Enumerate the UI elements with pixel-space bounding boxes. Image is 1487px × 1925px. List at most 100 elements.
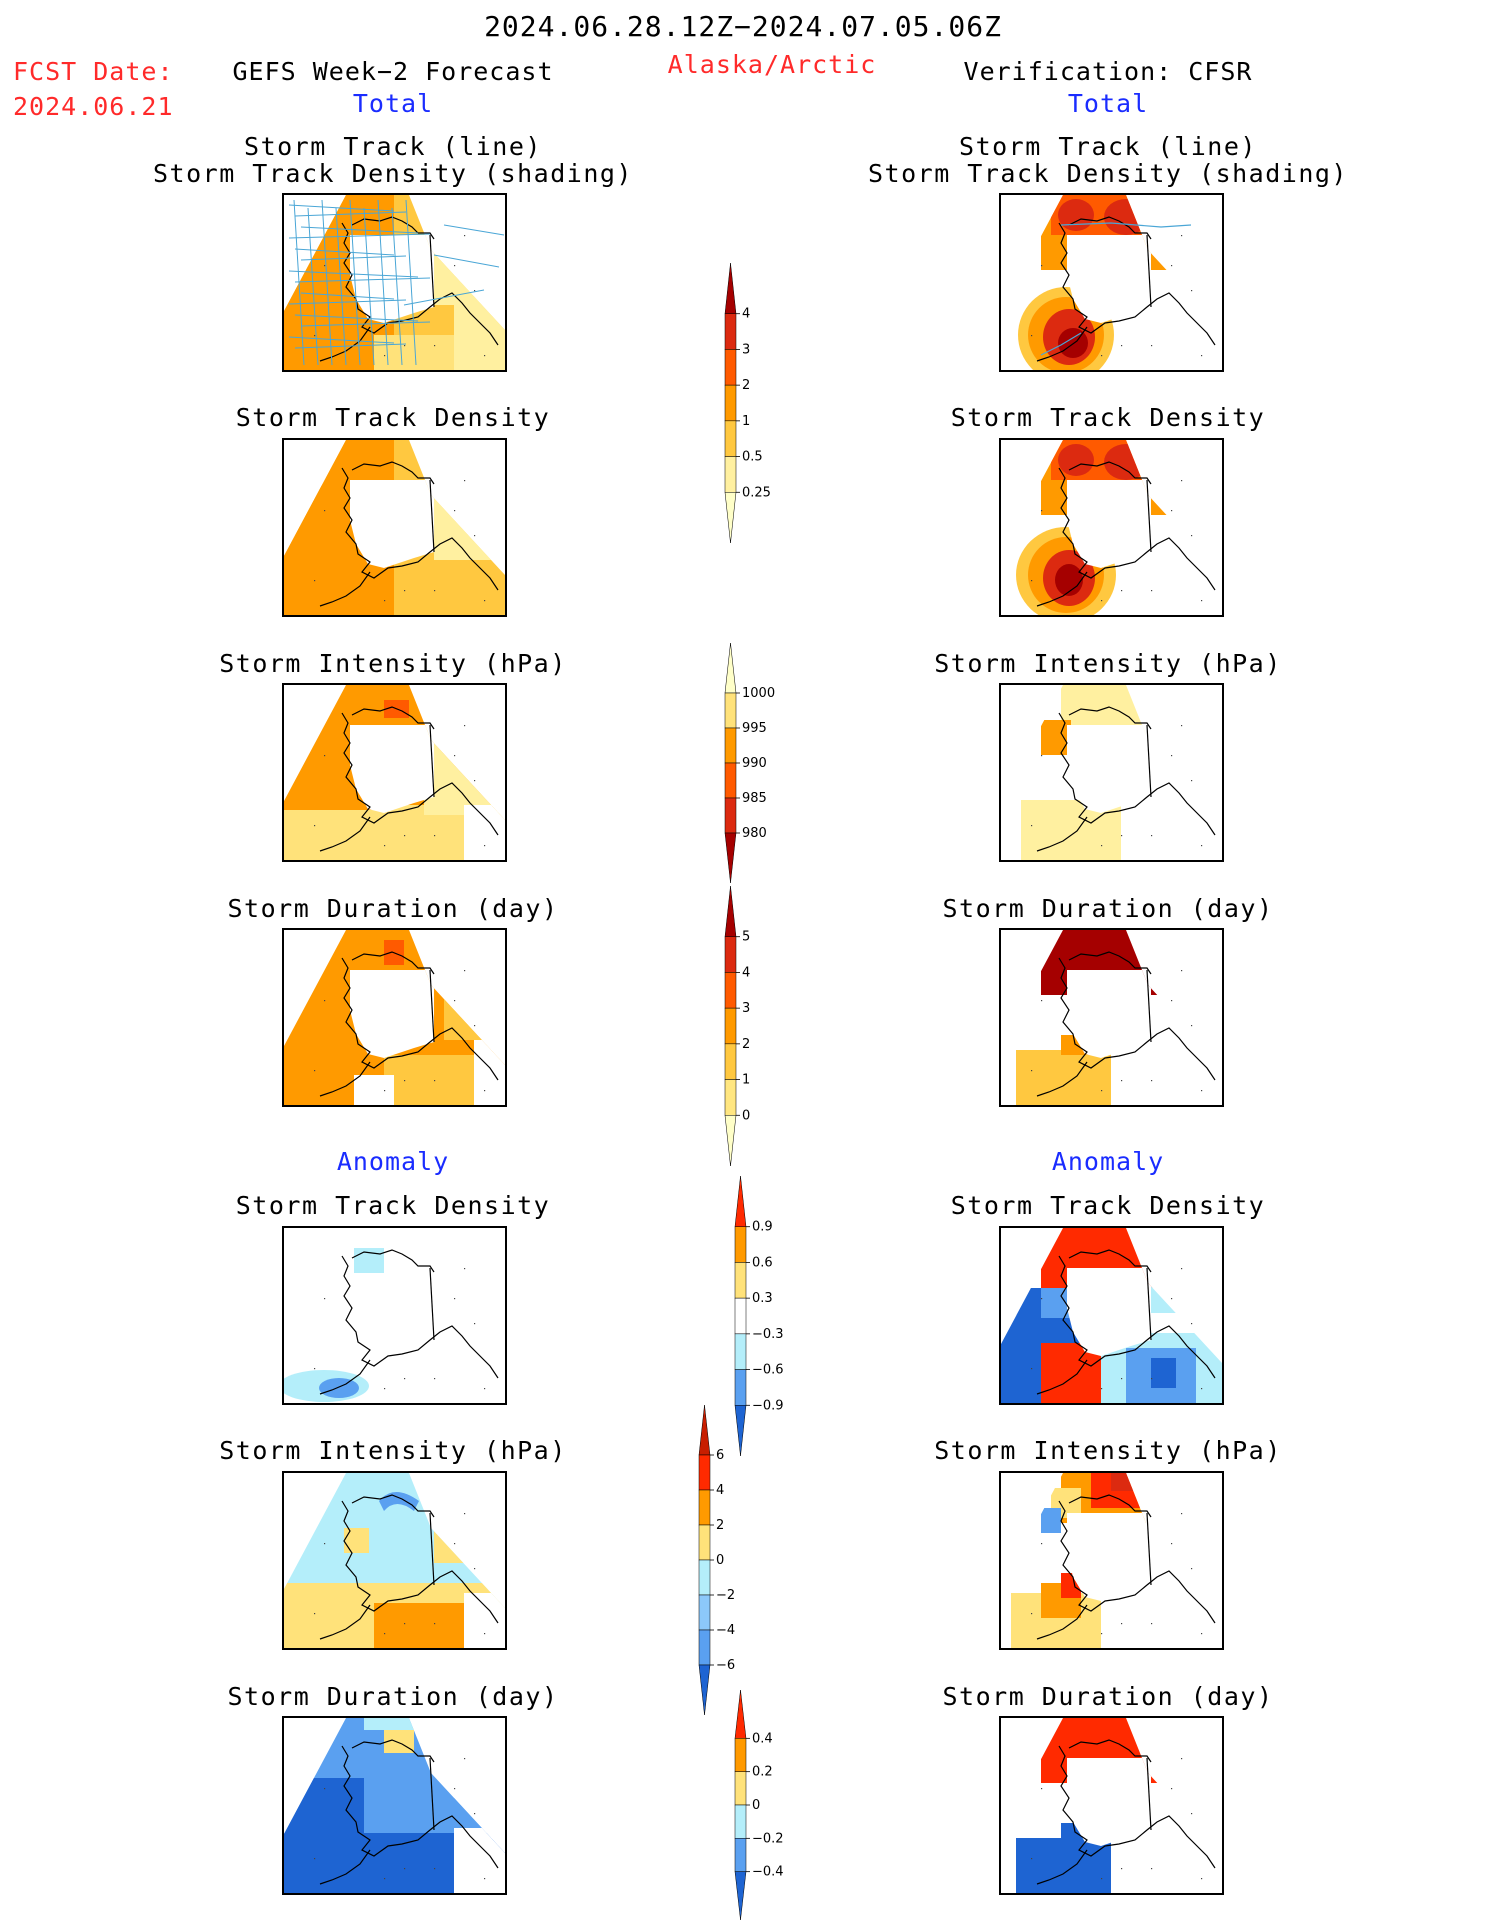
grid-dot [1171,1298,1173,1300]
grid-dot [454,1298,456,1300]
grid-dots [314,1513,486,1635]
grid-dot [454,755,456,757]
shade-region [1016,1050,1111,1105]
grid-dot [1191,780,1193,782]
coastline-north [1068,1494,1152,1518]
grid-dot [454,510,456,512]
colorbar-tick-label: 0.9 [752,1220,773,1235]
grid-dot [1181,725,1183,727]
left-panel-3-title: Storm Intensity (hPa) [219,649,567,678]
grid-dot [314,825,316,827]
map-fill-layer [284,1228,505,1403]
grid-dot [1041,755,1043,757]
colorbar-tick-label: 5 [742,930,750,945]
map-fill-layer [284,1718,505,1893]
right-map-storm-track [999,193,1224,372]
grid-dot [454,1000,456,1002]
shade-region [1041,720,1071,755]
colorbar-anom-density: 0.9 0.6 0.3 −0.3 −0.6 −0.9 [730,1175,800,1460]
grid-dot [1101,1878,1103,1880]
right-panel-2-title: Storm Track Density [950,403,1266,432]
colorbar-tick-label: 4 [742,307,750,322]
border-line [1146,724,1152,798]
land-mask [1067,235,1151,323]
map-figure [284,685,505,860]
colorbar-tick-label: 3 [742,1001,750,1016]
grid-dot [404,835,406,837]
colorbar-segment [734,1369,747,1406]
peninsula [1036,326,1088,362]
colorbar-tick-label: 4 [742,965,750,980]
colorbar-segment [698,1559,711,1596]
grid-dot [1191,1323,1193,1325]
colorbar-figure: 0.9 0.6 0.3 −0.3 −0.6 −0.9 [734,1175,784,1457]
border-line [1146,479,1152,553]
grid-dot [384,600,386,602]
colorbar-tick-label: −6 [716,1658,735,1673]
grid-dot [484,600,486,602]
grid-dot [1101,600,1103,602]
colorbar-cap-top [734,1175,747,1227]
peninsula [319,816,371,852]
grid-dot [404,1623,406,1625]
storm-track [294,343,407,349]
colorbar-segment [698,1489,711,1526]
map-figure [1001,195,1222,370]
colorbar-segment [724,1007,737,1045]
grid-dot [324,1000,326,1002]
grid-dot [384,1090,386,1092]
coastline [319,1739,499,1885]
left-panel-1-title: Storm Track (line) Storm Track Density (… [153,133,633,187]
grid-dot [384,355,386,357]
storm-track-lines [1040,222,1192,356]
colorbar-figure: 4 3 2 1 0.5 0.25 [724,262,771,544]
storm-track [288,336,395,344]
map-figure [284,930,505,1105]
colorbar-tick-label: 0.4 [752,1731,773,1746]
grid-dot [1031,1070,1033,1072]
colorbar-segment [734,1226,747,1263]
border-line [1146,1267,1152,1341]
coastline [319,951,499,1097]
grid-dots [1031,970,1203,1092]
coastline-path [341,1745,499,1869]
shade-region [394,560,464,615]
colorbar-cap-top [698,1404,711,1456]
grid-dot [474,1813,476,1815]
right-map-track-density [999,438,1224,617]
period-title: 2024.06.28.12Z−2024.07.05.06Z [484,10,1002,43]
storm-track [335,207,347,366]
map-figure [1001,685,1222,860]
colorbar-tick-label: −4 [716,1623,735,1638]
grid-dots [1031,235,1203,357]
colorbar-tick-label: 995 [742,721,767,736]
grid-dot [404,590,406,592]
coastline [1036,216,1216,362]
grid-dot [484,1878,486,1880]
grid-dot [1101,1388,1103,1390]
grid-dot [384,1633,386,1635]
peninsula [319,1849,371,1885]
grid-dots [314,235,486,357]
coastline-north [351,951,435,975]
map-fill-layer [1001,685,1222,860]
colorbar-tick-label: 980 [742,826,767,841]
grid-dot [1191,1568,1193,1570]
left-total-label: Total [352,89,434,118]
colorbar-intensity: 1000 995 990 985 980 [720,642,790,887]
map-fill-layer [1001,1228,1222,1403]
colorbar-segment [724,384,737,422]
colorbar-figure: 1000 995 990 985 980 [724,642,775,884]
colorbar-segment [724,456,737,493]
right-column-title: Verification: CFSR [963,57,1253,86]
grid-dots [1031,725,1203,847]
coastline-north [1068,1249,1152,1273]
coastline-path [1058,712,1216,836]
grid-dot [464,235,466,237]
title-line-1: Storm Track (line) [959,132,1257,161]
colorbar-figure: 0.4 0.2 0 −0.2 −0.4 [734,1689,784,1921]
storm-track [321,199,333,366]
shade-region [284,1778,364,1838]
grid-dot [474,290,476,292]
coastline [1036,461,1216,607]
